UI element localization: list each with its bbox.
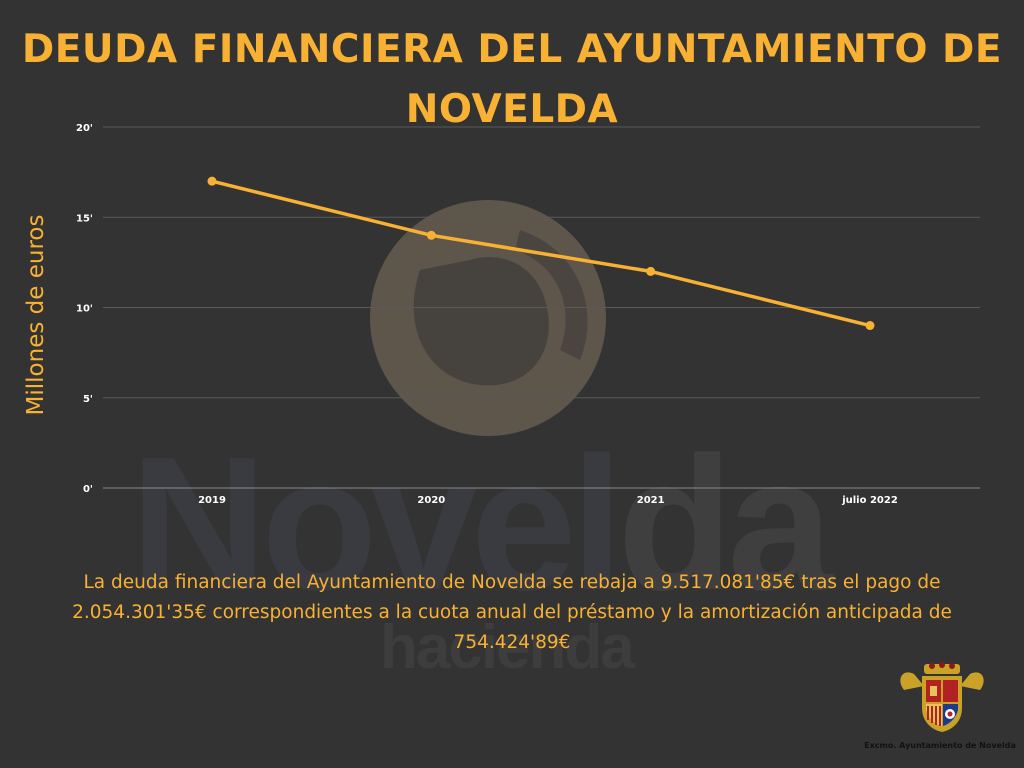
series-line <box>211 179 871 328</box>
x-tick-label: 2021 <box>637 495 665 506</box>
data-point <box>207 176 217 186</box>
x-tick-label: 2019 <box>198 495 226 506</box>
line-chart: 0' 5' 10' 15' 20' 2019 2020 2021 julio 2022 <box>76 123 980 506</box>
data-point <box>865 321 875 331</box>
x-tick-label: 2020 <box>417 495 445 506</box>
y-tick-label: 0' <box>83 484 93 495</box>
watermark-brand: Novelda <box>130 418 833 630</box>
coat-of-arms-icon <box>900 662 984 732</box>
y-tick-label: 10' <box>76 304 93 315</box>
x-tick-label: julio 2022 <box>841 495 898 506</box>
watermark-sub: hacienda <box>380 613 635 682</box>
y-tick-label: 5' <box>83 394 93 405</box>
y-tick-label: 20' <box>76 123 93 134</box>
data-point <box>426 230 436 240</box>
data-point <box>646 266 656 276</box>
crest-label: Excmo. Ayuntamiento de Novelda <box>864 741 1016 750</box>
description-text: La deuda financiera del Ayuntamiento de … <box>72 572 952 653</box>
page-title: DEUDA FINANCIERA DEL AYUNTAMIENTO DE NOV… <box>21 27 1003 132</box>
y-tick-label: 15' <box>76 213 93 224</box>
